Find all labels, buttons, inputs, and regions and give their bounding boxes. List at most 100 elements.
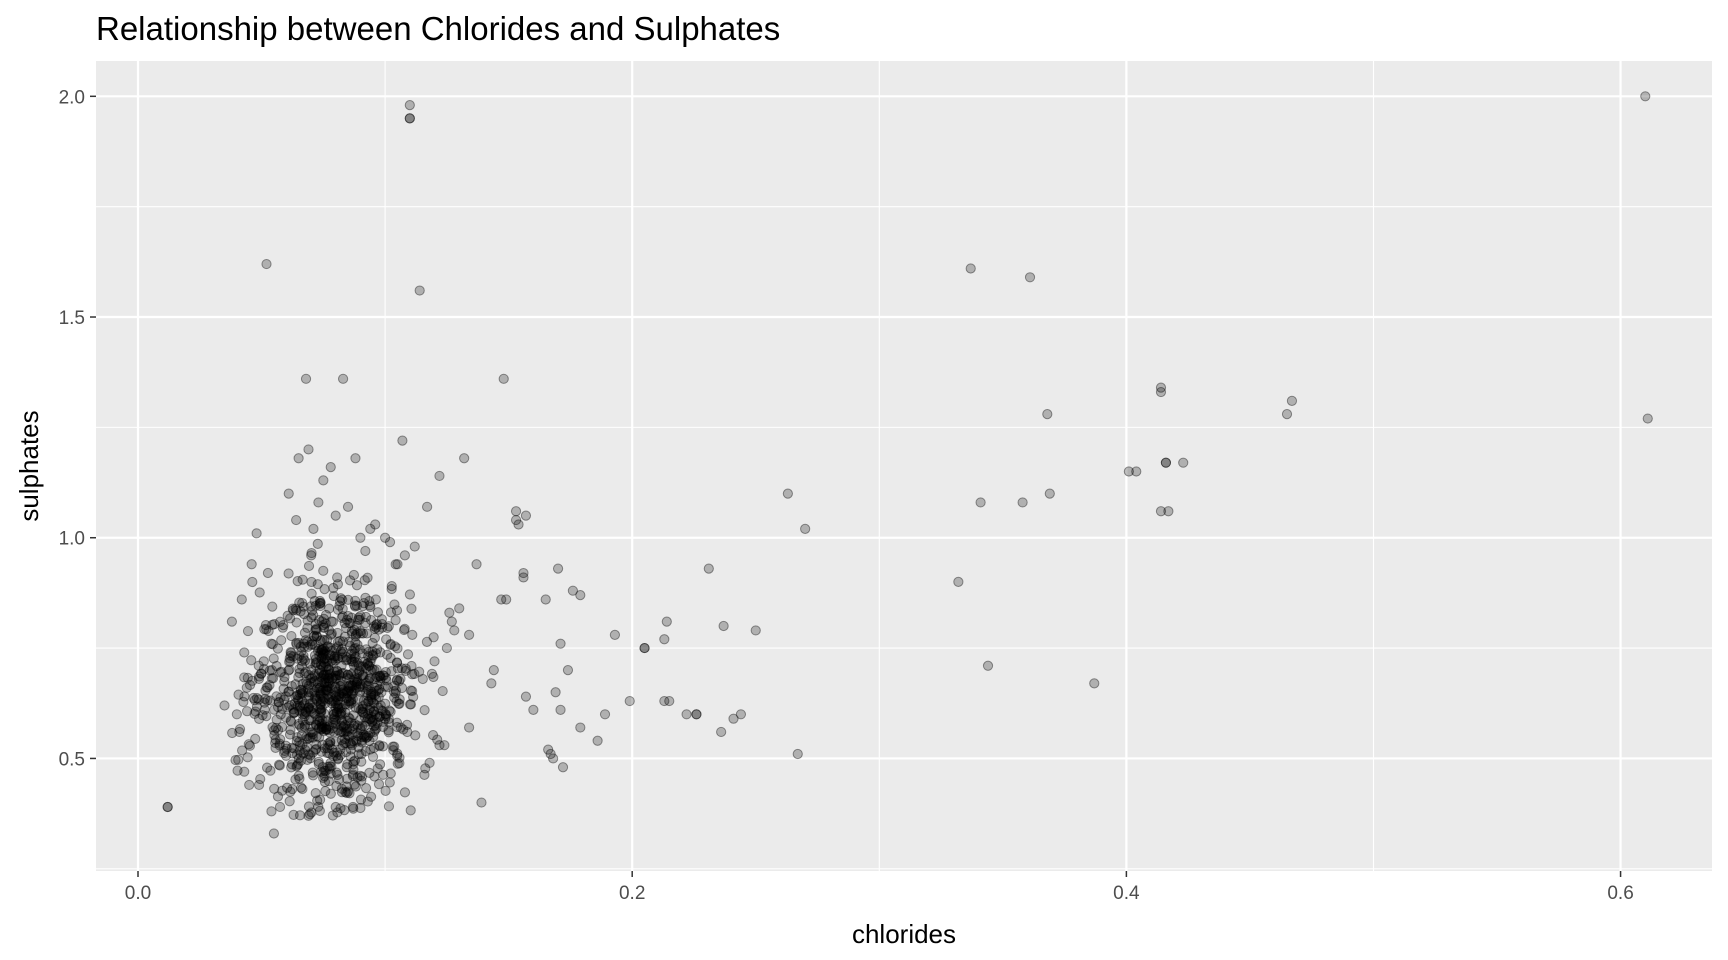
data-point [385, 706, 396, 717]
data-point [351, 580, 363, 591]
data-point [331, 691, 342, 702]
data-point [274, 801, 286, 813]
data-point [236, 594, 247, 605]
data-point [405, 699, 417, 710]
data-point [233, 689, 244, 700]
data-point [366, 707, 377, 718]
data-point [386, 666, 397, 677]
data-point [319, 622, 330, 633]
data-point [414, 666, 425, 677]
data-point [324, 748, 335, 759]
data-point [367, 751, 379, 762]
data-point [324, 694, 335, 705]
data-point [318, 650, 329, 661]
data-point [345, 696, 356, 707]
data-point [263, 625, 274, 637]
data-point [361, 687, 372, 698]
data-point [382, 622, 393, 634]
data-point [343, 712, 354, 723]
data-point [305, 753, 316, 764]
data-point [347, 735, 359, 747]
data-point [405, 805, 416, 816]
data-point [327, 657, 338, 668]
data-point [343, 696, 355, 707]
data-point [557, 762, 569, 773]
data-point [374, 711, 385, 723]
data-point [302, 734, 313, 745]
data-point [343, 731, 354, 742]
data-point [396, 682, 408, 694]
data-point [281, 743, 292, 754]
data-point [347, 729, 358, 740]
data-point [310, 660, 321, 671]
data-point [299, 668, 310, 679]
data-point [316, 644, 327, 655]
data-point [346, 626, 358, 637]
data-point [639, 642, 650, 654]
data-point [349, 600, 361, 611]
data-point [374, 741, 385, 752]
data-point [312, 538, 323, 549]
data-point [380, 532, 391, 543]
data-point [260, 619, 271, 631]
data-point [317, 767, 329, 778]
data-point [296, 660, 308, 672]
data-point [268, 828, 280, 839]
data-point [314, 683, 325, 694]
data-point [429, 656, 440, 667]
data-point [276, 703, 288, 715]
data-point [306, 612, 317, 623]
data-point [363, 730, 374, 741]
data-point [510, 506, 522, 517]
data-point [297, 739, 308, 750]
data-point [355, 794, 367, 805]
data-point [389, 692, 400, 703]
data-point [233, 754, 244, 765]
data-point [311, 631, 322, 642]
data-point [427, 730, 439, 741]
data-point [234, 726, 245, 738]
data-point [575, 722, 586, 733]
data-point [392, 663, 404, 674]
data-point [361, 732, 372, 743]
data-point [659, 634, 670, 645]
data-point [343, 682, 354, 693]
data-point [357, 661, 369, 672]
data-point [295, 688, 306, 700]
data-point [337, 594, 348, 605]
data-point [295, 641, 306, 652]
data-point [316, 722, 327, 733]
data-point [342, 686, 354, 697]
data-point [308, 770, 319, 781]
data-point [311, 695, 323, 706]
data-point [312, 714, 323, 725]
data-point [335, 750, 346, 761]
data-point [1155, 386, 1167, 398]
data-point [293, 758, 304, 770]
data-point [310, 623, 322, 635]
data-point [380, 709, 391, 720]
data-point [362, 690, 373, 701]
x-tick-label: 0.6 [1607, 883, 1633, 904]
data-point [364, 600, 375, 611]
data-point [307, 697, 318, 708]
data-point [1286, 395, 1298, 406]
data-point [353, 742, 364, 753]
data-point [394, 694, 405, 705]
data-point [370, 519, 381, 530]
data-point [336, 706, 347, 718]
data-point [329, 712, 340, 723]
data-point [953, 576, 964, 587]
data-point [325, 462, 336, 473]
data-point [1281, 409, 1293, 420]
data-point [332, 754, 344, 765]
data-point [391, 657, 403, 668]
data-point [325, 642, 336, 653]
data-point [316, 667, 327, 678]
y-axis-label: sulphates [14, 410, 44, 521]
data-point [321, 715, 332, 726]
data-point [400, 665, 411, 676]
data-point [315, 686, 327, 697]
data-point [341, 746, 352, 758]
data-point [276, 635, 287, 646]
